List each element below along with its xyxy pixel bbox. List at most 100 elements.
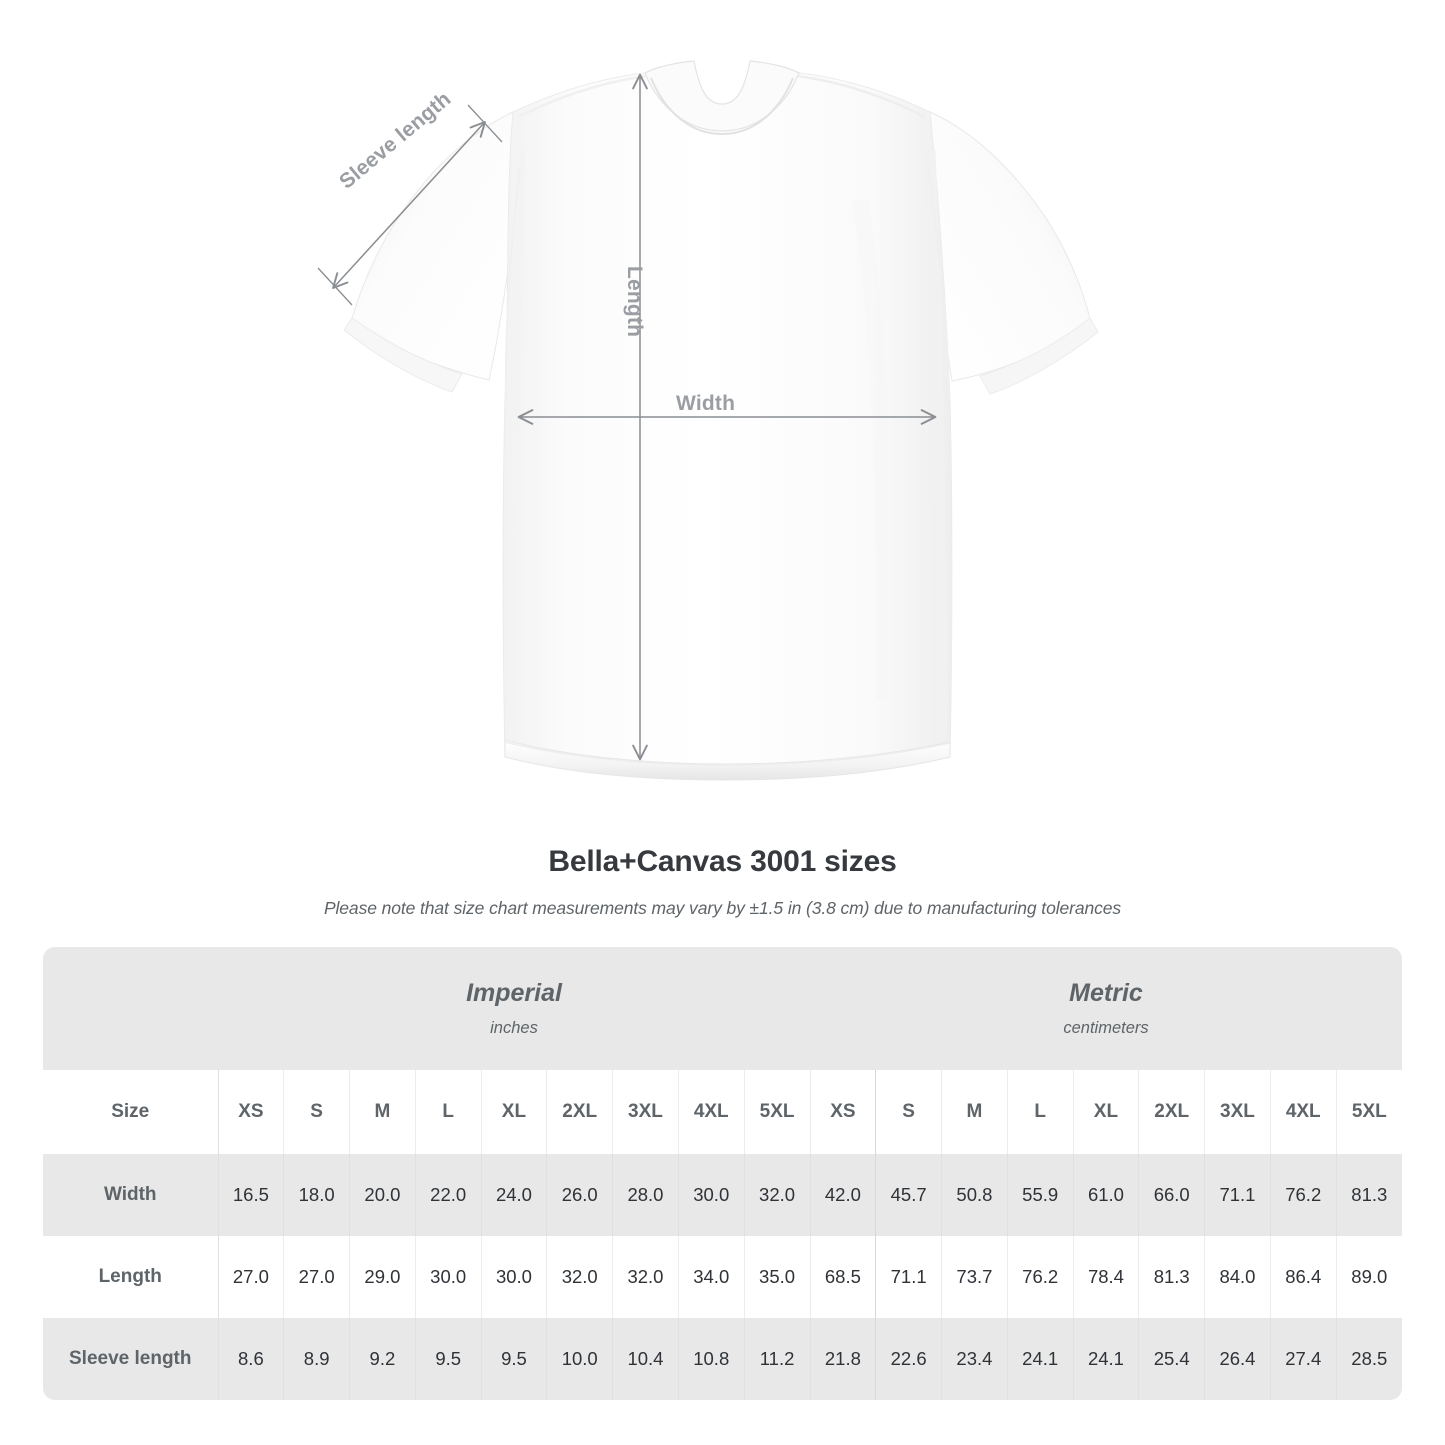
table-cell: 26.0 (546, 1154, 614, 1236)
table-cell: 45.7 (875, 1154, 943, 1236)
unit-banner-spacer (43, 947, 218, 1070)
size-header-cell: L (1007, 1070, 1074, 1154)
tshirt-illustration (317, 60, 1099, 781)
size-header-cell: 2XL (546, 1070, 614, 1154)
size-header-cell: 3XL (1204, 1070, 1271, 1154)
length-label: Length (623, 266, 646, 338)
table-cell: 10.4 (612, 1318, 679, 1400)
table-cell: 18.0 (283, 1154, 351, 1236)
table-cell: 27.4 (1270, 1318, 1337, 1400)
table-cell: 10.0 (546, 1318, 614, 1400)
size-header-cell: XL (481, 1070, 548, 1154)
table-cell: 71.1 (875, 1236, 943, 1318)
left-armhole-seam (504, 167, 521, 401)
table-cell: 9.5 (481, 1318, 548, 1400)
table-cell: 76.2 (1270, 1154, 1337, 1236)
table-cell: 11.2 (744, 1318, 811, 1400)
sleeve-tick-upper (467, 104, 503, 143)
table-cell: 73.7 (941, 1236, 1008, 1318)
table-cell: 32.0 (546, 1236, 614, 1318)
bottom-hem (504, 739, 951, 781)
size-header-cell: XS (218, 1070, 285, 1154)
table-cell: 68.5 (810, 1236, 877, 1318)
size-chart-table-wrapper: Imperial inches Metric centimeters Size … (43, 947, 1402, 1400)
table-row: Sleeve length 8.6 8.9 9.2 9.5 9.5 10.0 10.4 10.8… (43, 1318, 1402, 1400)
table-cell: 8.6 (218, 1318, 285, 1400)
size-header-cell: 5XL (744, 1070, 811, 1154)
left-shoulder-seam (517, 74, 647, 119)
row-label: Width (43, 1154, 219, 1236)
size-header-cell: XS (810, 1070, 877, 1154)
page-title: Bella+Canvas 3001 sizes (548, 845, 897, 878)
table-cell: 61.0 (1073, 1154, 1140, 1236)
size-header-cell: 4XL (678, 1070, 745, 1154)
size-header-cell: M (349, 1070, 416, 1154)
table-cell: 9.5 (415, 1318, 482, 1400)
size-header-cell: L (415, 1070, 482, 1154)
size-header-cell: 2XL (1138, 1070, 1206, 1154)
imperial-unit-header: Imperial inches (218, 947, 810, 1070)
table-cell: 76.2 (1007, 1236, 1074, 1318)
tolerance-note: Please note that size chart measurements… (323, 898, 1122, 918)
table-cell: 50.8 (941, 1154, 1008, 1236)
title-block: Bella+Canvas 3001 sizes Please note that… (0, 845, 1445, 919)
table-cell: 32.0 (744, 1154, 811, 1236)
metric-unit-header: Metric centimeters (810, 947, 1402, 1070)
unit-banner-row: Imperial inches Metric centimeters (43, 947, 1402, 1070)
table-cell: 28.5 (1336, 1318, 1402, 1400)
size-header-label: Size (43, 1070, 219, 1154)
table-cell: 27.0 (283, 1236, 351, 1318)
table-cell: 9.2 (349, 1318, 416, 1400)
table-row: Width 16.5 18.0 20.0 22.0 24.0 26.0 28.0 30.0 32.… (43, 1154, 1402, 1236)
table-cell: 23.4 (941, 1318, 1008, 1400)
table-cell: 86.4 (1270, 1236, 1337, 1318)
body-fold-right (924, 149, 948, 741)
table-cell: 24.1 (1073, 1318, 1140, 1400)
metric-unit: centimeters (1063, 1018, 1149, 1037)
left-sleeve-cuff (343, 317, 463, 393)
size-header-cell: S (283, 1070, 351, 1154)
hem-stitch-line (504, 741, 951, 766)
table-cell: 28.0 (612, 1154, 679, 1236)
table-cell: 24.0 (481, 1154, 548, 1236)
row-label: Sleeve length (43, 1318, 219, 1400)
size-header-cell: 4XL (1270, 1070, 1337, 1154)
table-cell: 20.0 (349, 1154, 416, 1236)
table-cell: 16.5 (218, 1154, 285, 1236)
table-cell: 42.0 (810, 1154, 877, 1236)
table-cell: 22.0 (415, 1154, 482, 1236)
table-cell: 84.0 (1204, 1236, 1271, 1318)
table-cell: 32.0 (612, 1236, 679, 1318)
table-cell: 24.1 (1007, 1318, 1074, 1400)
table-cell: 30.0 (481, 1236, 548, 1318)
sleeve-length-arrow (332, 121, 486, 289)
right-armhole-seam (927, 167, 950, 401)
size-header-cell: XL (1073, 1070, 1140, 1154)
right-sleeve-cuff (979, 317, 1099, 395)
imperial-name: Imperial (466, 979, 562, 1008)
imperial-unit: inches (490, 1018, 538, 1037)
table-cell: 35.0 (744, 1236, 811, 1318)
size-header-cell: 5XL (1336, 1070, 1402, 1154)
table-cell: 89.0 (1336, 1236, 1402, 1318)
table-row: Length 27.0 27.0 29.0 30.0 30.0 32.0 32.0 34.0 35… (43, 1236, 1402, 1318)
size-header-cell: S (875, 1070, 943, 1154)
size-header-cell: M (941, 1070, 1008, 1154)
size-chart-table: Imperial inches Metric centimeters Size … (43, 947, 1402, 1400)
table-cell: 81.3 (1138, 1236, 1206, 1318)
row-label: Length (43, 1236, 219, 1318)
table-cell: 21.8 (810, 1318, 877, 1400)
size-header-row: Size XS S M L XL 2XL 3XL 4XL 5XL XS S M L XL 2XL 3XL 4XL… (43, 1070, 1402, 1154)
metric-name: Metric (1069, 979, 1143, 1008)
table-cell: 25.4 (1138, 1318, 1206, 1400)
body-fold-left (507, 149, 525, 741)
table-cell: 55.9 (1007, 1154, 1074, 1236)
collar-inner-seam (650, 77, 794, 136)
width-label: Width (676, 392, 736, 415)
table-cell: 81.3 (1336, 1154, 1402, 1236)
table-cell: 8.9 (283, 1318, 351, 1400)
table-cell: 30.0 (415, 1236, 482, 1318)
right-shoulder-seam (797, 74, 926, 119)
tshirt-diagram: Sleeve length Length Width (317, 60, 1099, 781)
table-cell: 10.8 (678, 1318, 745, 1400)
